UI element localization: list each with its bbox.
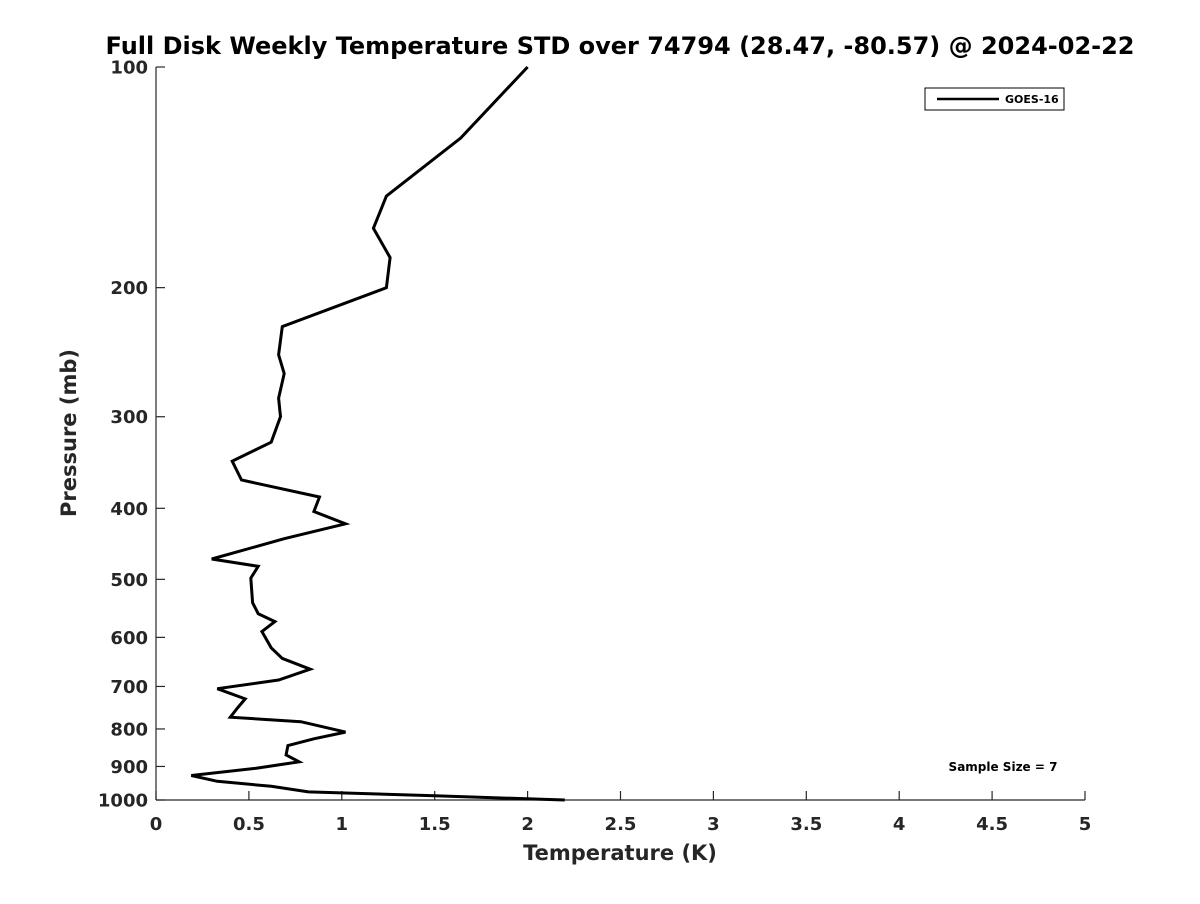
y-axis-label: Pressure (mb) bbox=[57, 349, 81, 517]
x-tick-label: 0 bbox=[150, 814, 163, 835]
ticks: 0 0.5 1 1.5 2 2.5 3 3.5 4 4.5 5 100 200 300 400 500 600 7… bbox=[98, 58, 1091, 836]
x-tick-label: 2.5 bbox=[605, 814, 637, 835]
series-lines bbox=[190, 65, 565, 802]
y-tick-label: 600 bbox=[110, 628, 148, 649]
y-tick-label: 400 bbox=[110, 499, 148, 520]
y-tick-label: 700 bbox=[110, 677, 148, 698]
y-tick-label: 800 bbox=[110, 719, 148, 740]
y-tick-label: 200 bbox=[110, 278, 148, 299]
y-tick-label: 900 bbox=[110, 757, 148, 778]
x-tick-label: 3 bbox=[707, 814, 720, 835]
legend: GOES-16 bbox=[924, 87, 1065, 111]
x-tick-label: 4 bbox=[893, 814, 906, 835]
x-tick-label: 0.5 bbox=[233, 814, 265, 835]
x-tick-label: 2 bbox=[521, 814, 534, 835]
axes bbox=[155, 67, 1085, 801]
chart-title: Full Disk Weekly Temperature STD over 74… bbox=[106, 32, 1135, 60]
sample-size-annotation: Sample Size = 7 bbox=[949, 760, 1058, 774]
x-tick-label: 4.5 bbox=[976, 814, 1008, 835]
y-tick-label: 100 bbox=[110, 58, 148, 79]
y-tick-label: 300 bbox=[110, 407, 148, 428]
x-tick-label: 5 bbox=[1079, 814, 1092, 835]
y-tick-label: 1000 bbox=[98, 791, 148, 812]
x-tick-label: 3.5 bbox=[790, 814, 822, 835]
series-line-goes-16 bbox=[190, 65, 565, 802]
x-tick-label: 1.5 bbox=[419, 814, 451, 835]
y-tick-label: 500 bbox=[110, 570, 148, 591]
x-axis-label: Temperature (K) bbox=[523, 841, 717, 865]
x-tick-label: 1 bbox=[336, 814, 349, 835]
legend-label-goes-16: GOES-16 bbox=[1005, 93, 1059, 106]
